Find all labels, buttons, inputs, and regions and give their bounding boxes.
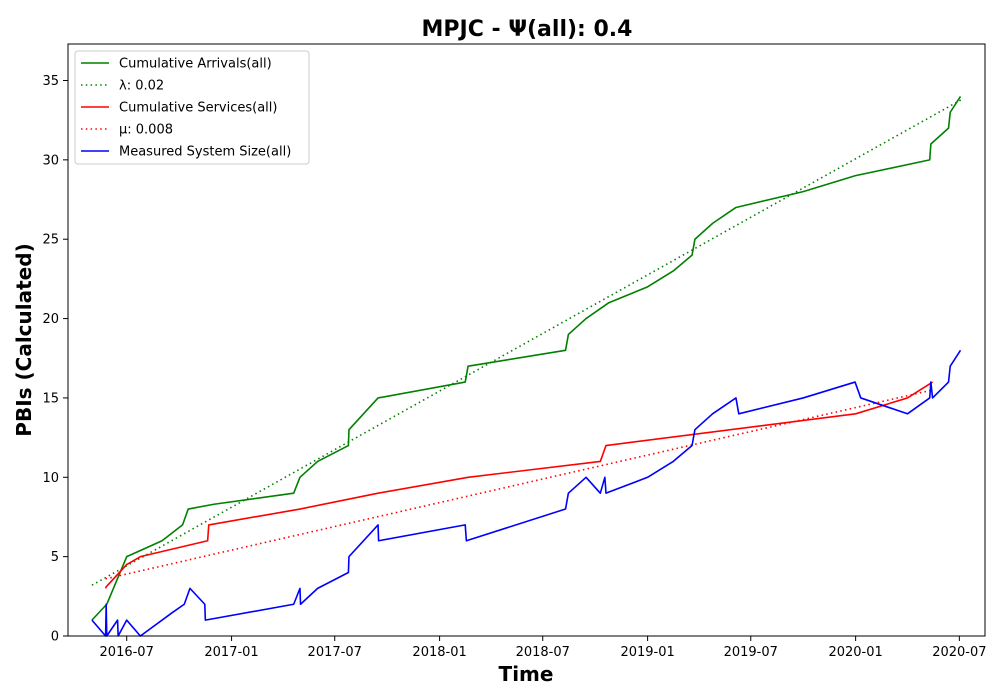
y-tick-label: 30 (42, 153, 59, 168)
x-tick-label: 2019-01 (620, 645, 674, 660)
series-line-1 (91, 98, 963, 586)
y-tick-label: 10 (42, 471, 59, 486)
x-tick-label: 2017-01 (204, 645, 258, 660)
series-line-2 (104, 381, 933, 589)
legend-label-0: Cumulative Arrivals(all) (119, 57, 272, 72)
x-tick-label: 2016-07 (100, 645, 154, 660)
chart-title: MPJC - Ψ(all): 0.4 (422, 17, 633, 42)
series-line-4 (91, 349, 962, 637)
x-axis-title: Time (499, 662, 554, 686)
series-line-3 (105, 389, 933, 580)
legend-label-1: λ: 0.02 (119, 79, 164, 94)
y-tick-label: 25 (42, 233, 59, 248)
x-tick-label: 2018-01 (412, 645, 466, 660)
legend-label-4: Measured System Size(all) (119, 145, 291, 160)
y-tick-label: 5 (51, 550, 59, 565)
x-tick-label: 2019-07 (724, 645, 778, 660)
y-tick-label: 35 (42, 74, 59, 89)
legend-box (74, 50, 310, 165)
plot-frame (67, 43, 986, 637)
y-tick-label: 0 (51, 630, 59, 645)
series-line-0 (91, 95, 962, 621)
y-axis-title: PBIs (Calculated) (12, 243, 36, 436)
x-tick-label: 2018-07 (516, 645, 570, 660)
x-axis: 2016-07 2017-01 2017-07 2018-01 2018-07 2019-… (100, 636, 987, 660)
legend-label-3: μ: 0.008 (119, 123, 173, 138)
x-tick-label: 2017-07 (308, 645, 362, 660)
y-axis: 0 5 10 15 20 25 30 35 (42, 74, 68, 645)
x-tick-label: 2020-07 (932, 645, 986, 660)
x-tick-label: 2020-01 (828, 645, 882, 660)
y-tick-label: 20 (42, 312, 59, 327)
y-tick-label: 15 (42, 391, 59, 406)
legend: Cumulative Arrivals(all) λ: 0.02 Cumulativ… (74, 50, 310, 165)
plot-area (91, 95, 963, 637)
legend-label-2: Cumulative Services(all) (119, 101, 277, 116)
